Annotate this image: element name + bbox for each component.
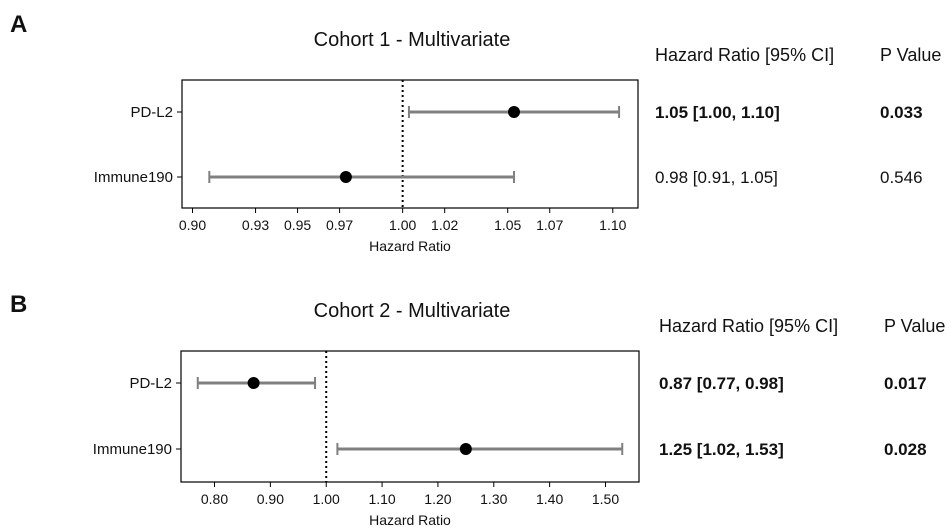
chart-b-hr-point [247,377,260,389]
chart-b-x-tick-label: 1.00 [313,491,340,507]
chart-b-hr-value: 1.25 [1.02, 1.53] [659,440,784,459]
chart-a-x-tick-label: 0.95 [284,217,311,233]
chart-b-x-tick-label: 1.50 [592,491,619,507]
chart-b-x-tick-label: 1.40 [536,491,563,507]
chart-a-p-column-header: P Value [880,45,941,65]
chart-a-x-tick-label: 1.02 [431,217,458,233]
chart-b-x-tick-label: 0.80 [201,491,228,507]
chart-b-x-tick-label: 1.30 [480,491,507,507]
chart-a-x-tick-label: 1.00 [389,217,416,233]
chart-b-row-label: Immune190 [93,441,172,458]
chart-b-plot-frame [180,350,640,483]
chart-a-hr-point [508,106,521,118]
chart-a-hr-column-header: Hazard Ratio [95% CI] [655,45,834,65]
chart-a-title: Cohort 1 - Multivariate [314,29,511,51]
chart-b-p-column-header: P Value [884,316,945,336]
chart-a-x-tick-label: 1.10 [599,217,626,233]
chart-b-x-tick-label: 1.10 [368,491,395,507]
chart-b-hr-column-header: Hazard Ratio [95% CI] [659,316,838,336]
chart-a-x-tick-label: 0.90 [179,217,206,233]
chart-a-row-label: Immune190 [94,169,173,186]
chart-b-row-label: PD-L2 [129,375,172,392]
chart-a-row-label: PD-L2 [130,104,173,121]
chart-a-hr-value: 1.05 [1.00, 1.10] [655,103,780,122]
chart-a-x-tick-label: 1.05 [494,217,521,233]
chart-a-p-value: 0.546 [880,168,923,187]
chart-a-x-tick-label: 1.07 [536,217,563,233]
chart-a-panel-letter: A [10,11,27,38]
chart-a-plot-frame [181,79,639,209]
chart-b-x-tick-label: 0.90 [257,491,284,507]
chart-b-x-tick-label: 1.20 [424,491,451,507]
chart-b-title: Cohort 2 - Multivariate [314,300,511,322]
chart-b-hr-value: 0.87 [0.77, 0.98] [659,374,784,393]
chart-b-panel-letter: B [10,291,27,318]
chart-a-hr-value: 0.98 [0.91, 1.05] [655,168,778,187]
chart-a-hr-point [339,171,352,183]
chart-a-p-value: 0.033 [880,103,923,122]
chart-a-x-axis-label: Hazard Ratio [369,238,451,254]
chart-b-p-value: 0.017 [884,374,927,393]
chart-a-x-tick-label: 0.97 [326,217,353,233]
chart-a-x-tick-label: 0.93 [242,217,269,233]
chart-b-x-axis-label: Hazard Ratio [369,512,451,527]
chart-b-p-value: 0.028 [884,440,927,459]
chart-b-hr-point [459,443,472,455]
